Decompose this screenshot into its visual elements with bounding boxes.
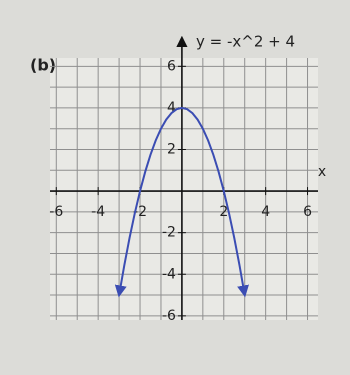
y-tick-label: -4 (162, 266, 176, 282)
y-tick-label: -2 (162, 225, 176, 241)
y-tick-label: 4 (167, 100, 176, 116)
x-tick-label: 4 (261, 204, 270, 220)
x-tick-label: 6 (303, 204, 312, 220)
x-tick-label: 2 (219, 204, 228, 220)
chart-title: y = -x^2 + 4 (196, 33, 295, 51)
panel-label: (b) (30, 56, 56, 75)
x-tick-label: -6 (49, 204, 63, 220)
x-tick-label: -4 (91, 204, 105, 220)
y-tick-label: 2 (167, 141, 176, 157)
plot-area (50, 58, 318, 320)
x-axis-label: x (318, 164, 326, 180)
y-tick-label: 6 (167, 58, 176, 74)
y-tick-label: -6 (162, 308, 176, 324)
curve (114, 106, 249, 298)
